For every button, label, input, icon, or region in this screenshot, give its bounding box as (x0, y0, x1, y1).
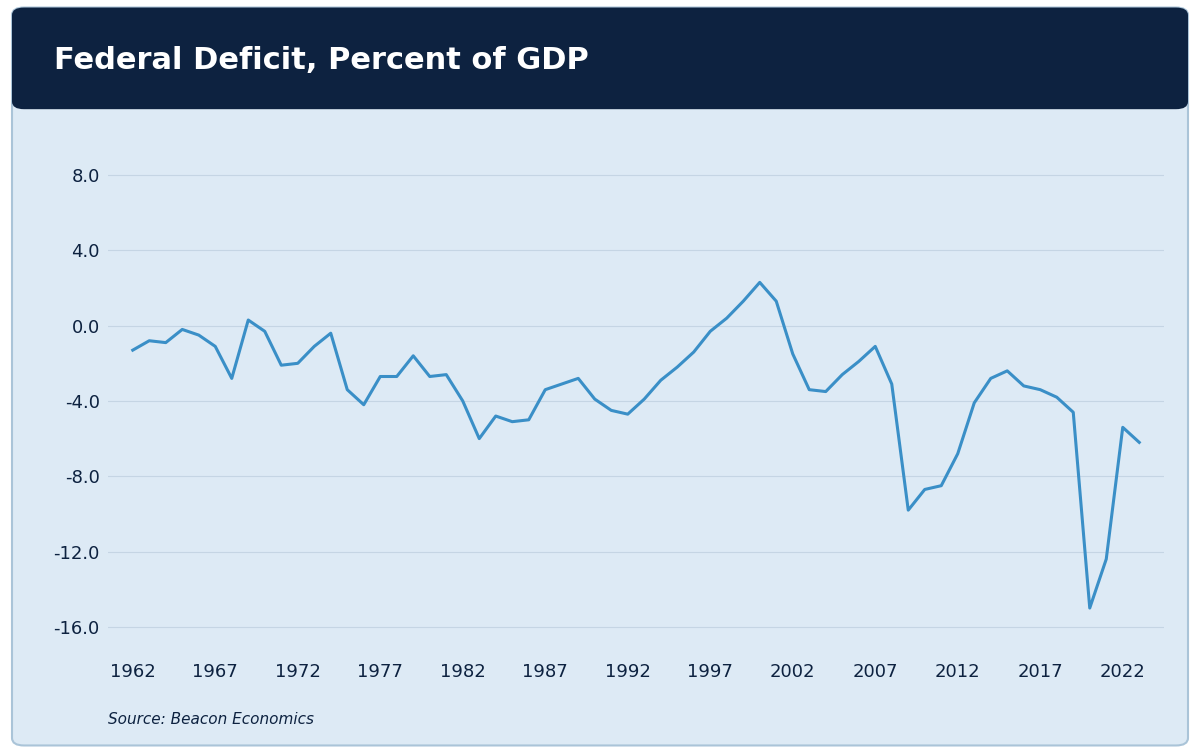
Bar (24, 59, 1176, 102)
FancyBboxPatch shape (12, 8, 1188, 745)
FancyBboxPatch shape (12, 8, 1188, 109)
Text: Source: Beacon Economics: Source: Beacon Economics (108, 712, 314, 727)
Text: Federal Deficit, Percent of GDP: Federal Deficit, Percent of GDP (54, 46, 589, 75)
